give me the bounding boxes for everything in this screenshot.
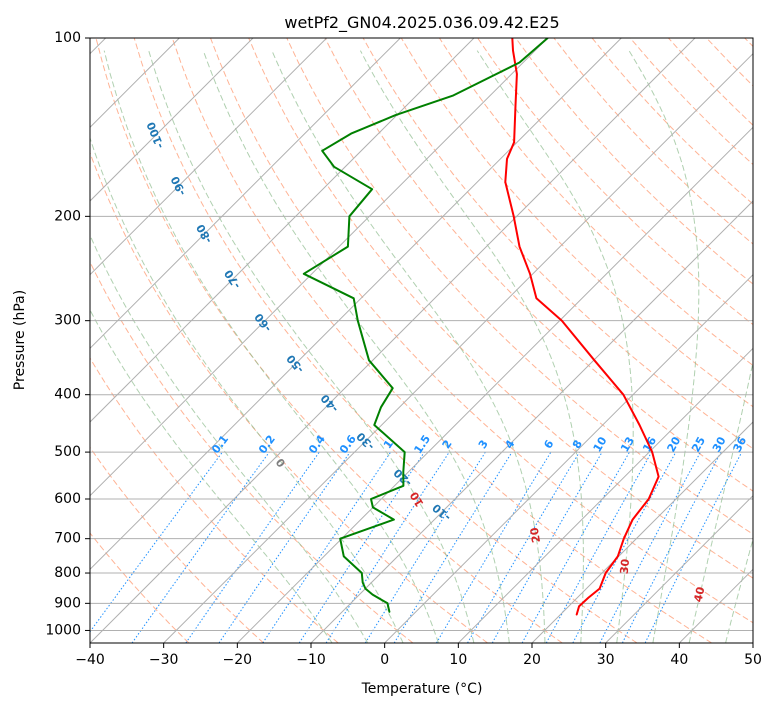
mixing-ratio-line xyxy=(644,451,743,643)
chart-title: wetPf2_GN04.2025.036.09.42.E25 xyxy=(284,13,559,33)
x-tick-label: 50 xyxy=(744,652,762,668)
moist-adiabat-line xyxy=(90,233,369,643)
isotherms xyxy=(90,38,753,643)
dry-adiabat-line xyxy=(90,151,488,643)
mixing-ratio-line xyxy=(599,451,701,643)
y-tick-label: 200 xyxy=(54,208,81,224)
mixing-ratio-line xyxy=(90,451,223,633)
moist-adiabat-label: 30 xyxy=(618,558,633,575)
y-tick-label: 100 xyxy=(54,30,81,46)
isotherm-line xyxy=(163,52,753,643)
mixing-ratio-line xyxy=(262,451,392,643)
x-axis-label: Temperature (°C) xyxy=(361,681,483,697)
moist-adiabat-label: 20 xyxy=(528,526,543,544)
isotherm-line xyxy=(90,38,475,423)
y-tick-label: 900 xyxy=(54,595,81,611)
moist-adiabats xyxy=(90,50,753,643)
mixing-ratio-line xyxy=(364,451,486,643)
mixing-ratio-line xyxy=(545,451,653,643)
mixing-ratio-lines xyxy=(90,451,743,643)
moist-adiabat-line xyxy=(359,50,584,643)
y-axis-label: Pressure (hPa) xyxy=(12,290,28,390)
isotherm-line xyxy=(236,126,753,643)
isotherm-line xyxy=(90,38,696,643)
x-tick-label: −40 xyxy=(75,652,105,668)
y-tick-label: 800 xyxy=(54,565,81,581)
mixing-ratio-line xyxy=(298,451,425,643)
y-tick-label: 400 xyxy=(54,387,81,403)
moist-adiabat-line xyxy=(476,50,634,643)
plot-frame xyxy=(89,37,754,644)
mixing-ratio-label: 36 xyxy=(731,434,750,454)
mixing-ratio-line xyxy=(572,451,677,643)
x-tick-label: 0 xyxy=(380,652,389,668)
x-tick-label: 30 xyxy=(597,652,615,668)
y-tick-label: 1000 xyxy=(45,622,81,638)
isotherm-line xyxy=(531,421,753,643)
mixing-ratio-label: 25 xyxy=(689,435,708,455)
mixing-ratio-line xyxy=(521,451,630,643)
mixing-ratio-line xyxy=(621,451,722,643)
dewpoint-profile xyxy=(302,38,549,613)
y-axis-ticks: 100 200 300 400 500 600 700 800 900 1000 xyxy=(45,30,90,638)
isotherm-line xyxy=(90,38,254,202)
x-tick-label: 40 xyxy=(670,652,688,668)
isotherm-line xyxy=(90,38,549,497)
moist-adiabat-label: 40 xyxy=(691,585,707,603)
isotherm-line xyxy=(384,273,753,643)
x-tick-label: −20 xyxy=(223,652,253,668)
x-tick-label: 10 xyxy=(449,652,467,668)
dry-adiabat-line xyxy=(248,38,753,579)
y-tick-label: 700 xyxy=(54,531,81,547)
mixing-ratio-line xyxy=(325,451,450,643)
y-tick-label: 500 xyxy=(54,444,81,460)
y-tick-label: 600 xyxy=(54,491,81,507)
moist-adiabat-line xyxy=(271,50,546,643)
x-tick-label: −10 xyxy=(296,652,326,668)
isotherm-line xyxy=(605,494,753,643)
isotherm-line xyxy=(90,38,328,276)
isobars xyxy=(90,38,753,631)
dry-adiabat-line xyxy=(438,38,753,367)
x-axis-ticks: −40 −30 −20 −10 0 10 20 30 40 50 xyxy=(75,643,762,668)
isotherm-line xyxy=(457,347,753,643)
y-tick-label: 300 xyxy=(54,313,81,329)
mixing-ratio-line xyxy=(131,451,270,643)
moist-adiabat-line xyxy=(103,50,439,643)
moist-adiabat-line xyxy=(688,359,753,643)
dry-adiabat-line xyxy=(90,532,190,643)
mixing-ratio-line xyxy=(218,451,351,643)
moist-adiabat-line xyxy=(202,50,510,643)
isotherm-line xyxy=(90,38,622,571)
mixing-ratio-line xyxy=(185,451,320,643)
mixing-ratio-line xyxy=(435,451,552,643)
sounding-profiles xyxy=(302,38,660,616)
isotherm-line xyxy=(310,200,753,643)
x-tick-label: −30 xyxy=(149,652,179,668)
dry-adiabat-line xyxy=(210,38,753,624)
dry-adiabat-line xyxy=(515,38,753,285)
mixing-ratio-line xyxy=(393,451,513,643)
dry-adiabat-line xyxy=(400,38,753,408)
dry-adiabat-line xyxy=(90,446,264,643)
dry-adiabat-line xyxy=(95,38,563,643)
x-tick-label: 20 xyxy=(523,652,541,668)
moist-adiabat-line xyxy=(628,50,700,643)
dry-adiabat-line xyxy=(133,38,638,643)
isotherm-line xyxy=(90,38,401,350)
moist-adiabat-line xyxy=(148,50,475,643)
temperature-profile xyxy=(504,38,660,616)
